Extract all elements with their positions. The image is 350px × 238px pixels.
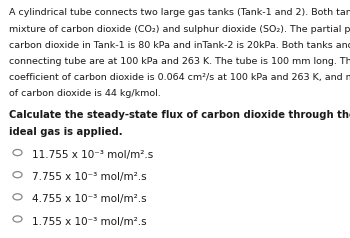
Text: 1.755 x 10⁻³ mol/m².s: 1.755 x 10⁻³ mol/m².s <box>32 217 146 227</box>
Text: carbon dioxide in Tank-1 is 80 kPa and in​Tank-2 is 20kPa. Both tanks and: carbon dioxide in Tank-1 is 80 kPa and i… <box>9 41 350 50</box>
Text: coefficient of carbon dioxide is 0.064 cm²/s at 100 kPa and 263 K, and molar mas: coefficient of carbon dioxide is 0.064 c… <box>9 73 350 82</box>
Text: 11.755 x 10⁻³ mol/m².s: 11.755 x 10⁻³ mol/m².s <box>32 150 153 160</box>
Text: 4.755 x 10⁻³ mol/m².s: 4.755 x 10⁻³ mol/m².s <box>32 194 146 204</box>
Text: connecting tube are at 100 kPa and 263 K. The tube is 100 mm long. The diffusion: connecting tube are at 100 kPa and 263 K… <box>9 57 350 66</box>
Text: mixture of carbon dioxide (CO₂) and sulphur dioxide (SO₂). The partial pressure : mixture of carbon dioxide (CO₂) and sulp… <box>9 25 350 34</box>
Text: of carbon dioxide is 44 kg/kmol.: of carbon dioxide is 44 kg/kmol. <box>9 89 161 98</box>
Text: 7.755 x 10⁻³ mol/m².s: 7.755 x 10⁻³ mol/m².s <box>32 172 146 182</box>
Text: A cylindrical tube connects two large gas tanks (Tank-1 and 2). Both tanks conta: A cylindrical tube connects two large ga… <box>9 8 350 17</box>
Text: ideal gas is applied.: ideal gas is applied. <box>9 127 122 137</box>
Text: Calculate the steady-state flux of carbon dioxide through the tube, assuming: Calculate the steady-state flux of carbo… <box>9 110 350 120</box>
